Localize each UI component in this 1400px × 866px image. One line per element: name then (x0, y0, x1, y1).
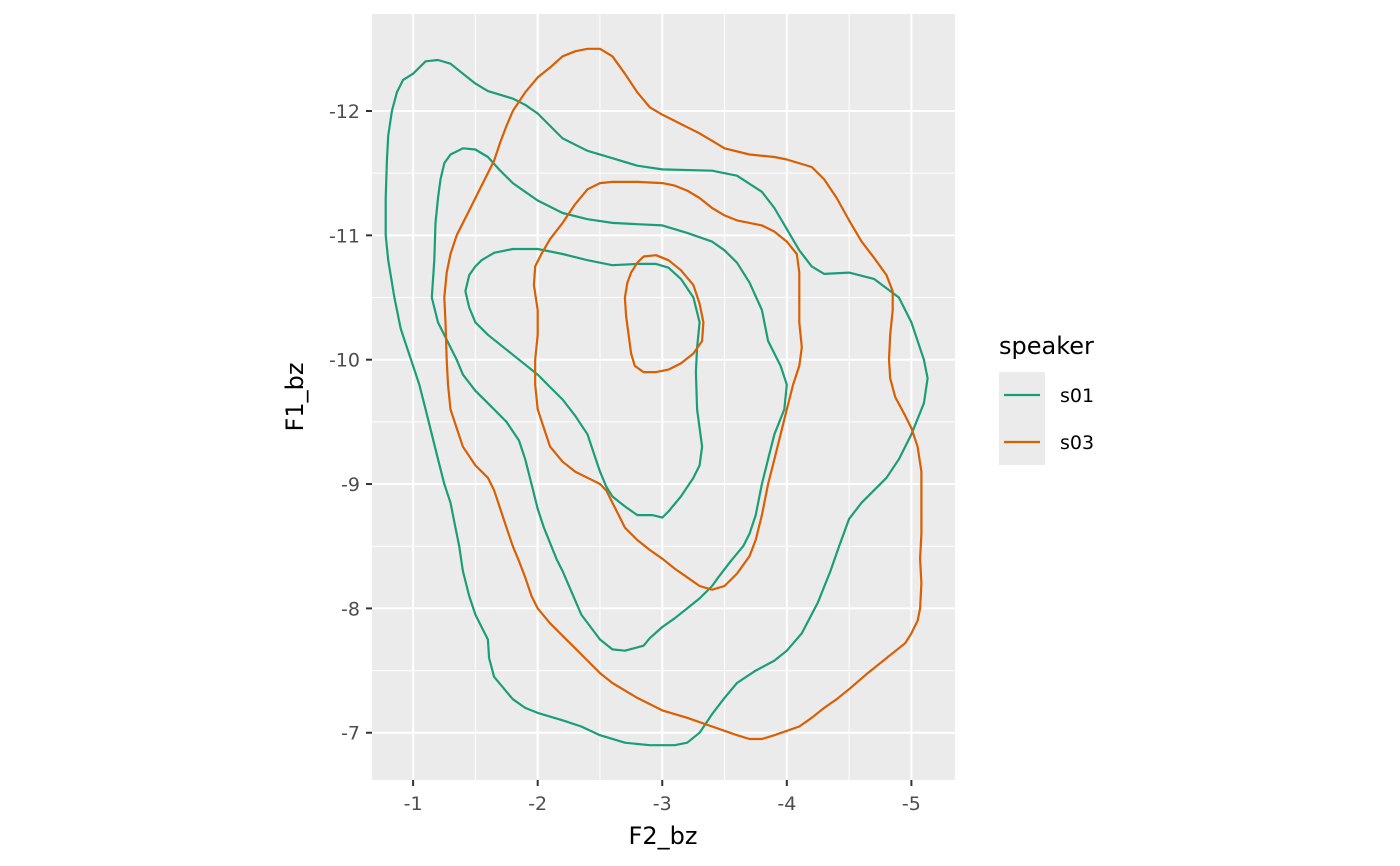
x-tick-label: -3 (653, 793, 672, 815)
x-tick-label: -4 (777, 793, 796, 815)
x-axis-title: F2_bz (629, 822, 698, 850)
legend-label-s01: s01 (1060, 385, 1094, 407)
minor-gridlines (372, 14, 955, 780)
y-tick-label: -12 (329, 101, 360, 123)
y-axis-title: F1_bz (281, 363, 309, 432)
y-tick-label: -10 (329, 350, 360, 372)
y-tick-label: -7 (341, 723, 360, 745)
contour-s01-level-2 (430, 147, 788, 652)
contour-s03-level-1 (443, 47, 923, 741)
y-tick-label: -9 (341, 474, 360, 496)
x-tick-label: -1 (404, 793, 423, 815)
y-axis: -12 -11 -10 -9 -8 -7 (329, 101, 372, 745)
contour-series (384, 47, 929, 747)
contour-s01-level-1 (384, 58, 929, 747)
y-tick-label: -11 (329, 225, 360, 247)
contour-s01-level-3 (464, 247, 704, 519)
x-tick-label: -2 (528, 793, 547, 815)
major-gridlines (372, 14, 955, 780)
contour-s03-level-2 (532, 180, 803, 591)
legend-key-background (999, 372, 1045, 465)
series-s03 (443, 47, 923, 741)
y-tick-label: -8 (341, 598, 360, 620)
legend-label-s03: s03 (1060, 432, 1094, 454)
panel-background (372, 14, 955, 780)
x-tick-label: -5 (902, 793, 921, 815)
x-axis: -1 -2 -3 -4 -5 (404, 780, 921, 815)
contour-s03-level-3 (623, 254, 705, 374)
legend-title: speaker (999, 332, 1094, 360)
legend: speaker s01 s03 (999, 332, 1094, 465)
series-s01 (384, 58, 929, 747)
